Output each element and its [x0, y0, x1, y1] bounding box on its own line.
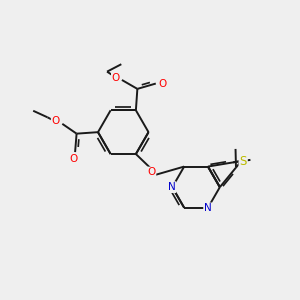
Text: O: O: [147, 167, 155, 178]
Text: S: S: [239, 155, 247, 168]
Text: O: O: [158, 79, 166, 88]
Text: O: O: [52, 116, 60, 127]
Text: N: N: [204, 203, 212, 213]
Text: O: O: [112, 73, 120, 82]
Text: N: N: [168, 182, 176, 192]
Text: O: O: [70, 154, 78, 164]
